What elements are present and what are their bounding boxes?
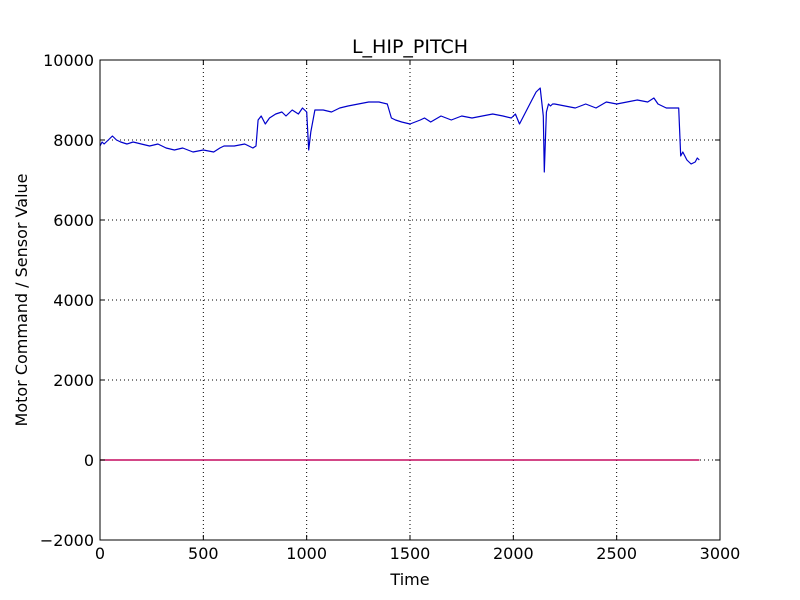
x-tick-label: 3000 [700,544,741,563]
y-tick-label: −2000 [40,531,94,550]
y-axis-label: Motor Command / Sensor Value [12,174,31,427]
series-layer [99,87,700,461]
x-tick-label: 2500 [596,544,637,563]
y-tick-label: 10000 [43,51,94,70]
y-tick-label: 4000 [53,291,94,310]
y-tick-label: 2000 [53,371,94,390]
x-tick-label: 1500 [390,544,431,563]
x-tick-label: 2000 [493,544,534,563]
y-tick-label: 6000 [53,211,94,230]
chart-title: L_HIP_PITCH [352,36,468,58]
x-axis-label: Time [389,570,429,589]
x-tick-label: 0 [95,544,105,563]
y-tick-label: 0 [84,451,94,470]
series-line-1 [99,87,700,173]
x-tick-label: 1000 [286,544,327,563]
ticks: 0 500 1000 1500 2000 2500 3000−200002000400060… [40,51,740,563]
y-tick-label: 8000 [53,131,94,150]
grid [100,60,720,540]
x-tick-label: 500 [188,544,219,563]
